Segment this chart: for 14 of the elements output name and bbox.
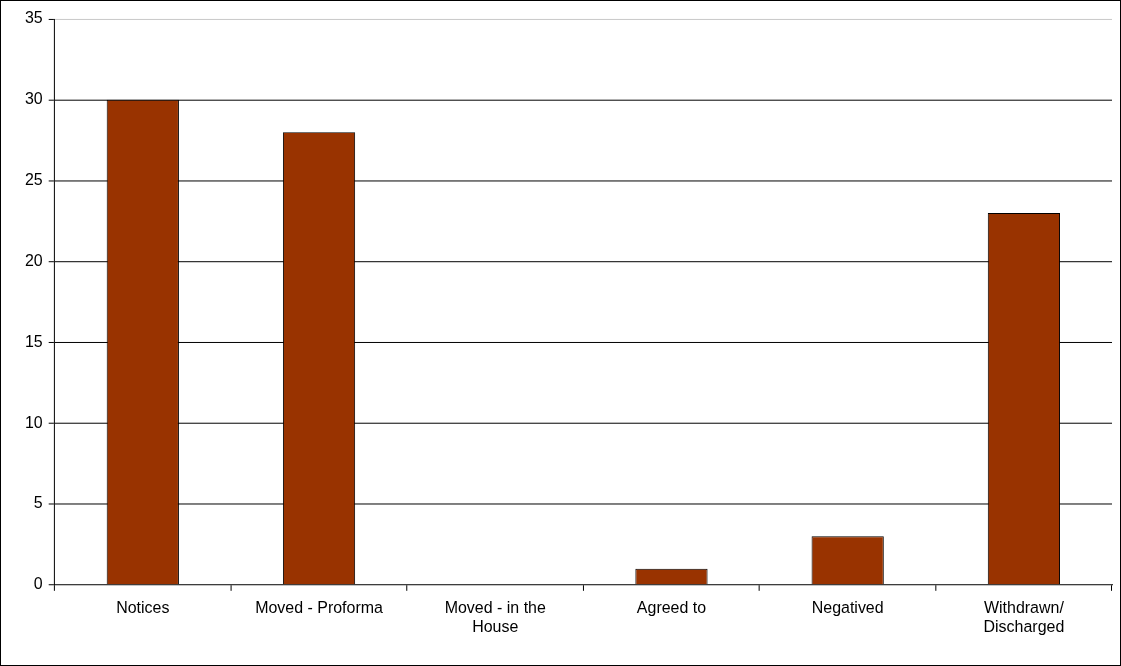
x-tick-label: Moved - in the House [444, 598, 546, 635]
x-tick-label: Notices [116, 598, 170, 616]
y-tick-label: 20 [24, 251, 43, 269]
y-tick-label: 10 [24, 413, 43, 431]
y-tick-label: 25 [24, 171, 43, 189]
x-tick-label: Agreed to [636, 598, 707, 616]
y-tick-label: 0 [33, 575, 43, 593]
y-tick-label: 30 [24, 90, 43, 108]
y-tick-label: 35 [24, 9, 43, 27]
y-tick-label: 5 [33, 494, 43, 512]
x-tick-label: Negatived [811, 598, 884, 616]
x-tick-label: Moved - Proforma [255, 598, 384, 616]
y-tick-label: 15 [24, 332, 43, 350]
x-tick-label: Withdrawn/ Discharged [983, 598, 1065, 635]
